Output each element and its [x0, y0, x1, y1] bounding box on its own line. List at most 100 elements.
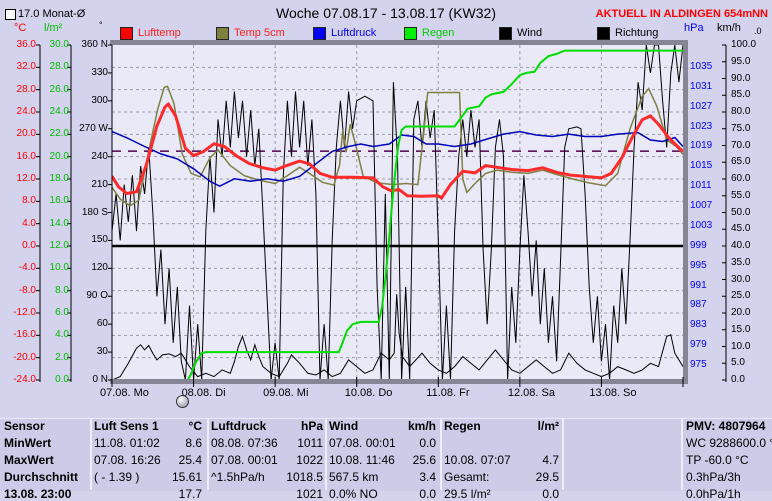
legend-label: Wind — [517, 27, 543, 39]
legend-item-lufttemp[interactable]: Lufttemp — [120, 26, 181, 40]
series-regen — [112, 49, 683, 381]
x-day-label: 09.08. Mi — [263, 387, 309, 399]
unit-pressure-label: hPa — [684, 22, 704, 34]
table-cell-druck-value: hPa — [300, 419, 323, 433]
x-day-label: 12.08. Sa — [507, 387, 555, 399]
table-cell-luft-value: 25.4 — [178, 453, 202, 467]
y-tick-wind: 90.0 — [731, 72, 751, 84]
y-tick-rain: 8.0 — [55, 284, 69, 296]
y-tick-wind: 75.0 — [731, 122, 751, 134]
y-tick-wind: 15.0 — [731, 323, 751, 335]
status-banner: AKTUELL IN ALDINGEN 654mNN — [595, 8, 768, 20]
y-tick-direction: 300 — [91, 94, 108, 106]
y-tick-temp: 8.0 — [22, 195, 36, 207]
table-cell-luft-value: 15.61 — [171, 470, 202, 484]
y-tick-temp: 28.0 — [16, 83, 36, 95]
table-cell-luft-text: 11.08. 01:02 — [94, 436, 160, 450]
series-luftdruck — [112, 130, 683, 188]
legend-item-temp-5cm[interactable]: Temp 5cm — [216, 26, 285, 40]
table-cell-druck-value: 1018.5 — [286, 470, 323, 484]
y-tick-temp: 32.0 — [16, 61, 36, 73]
table-cell-druck-text: Luftdruck — [211, 419, 267, 433]
x-day-label: 11.08. Fr — [426, 387, 470, 399]
y-tick-pressure: 1035 — [690, 61, 713, 72]
y-tick-temp: 16.0 — [16, 150, 36, 162]
y-tick-pressure: 987 — [690, 299, 707, 311]
table-cell-luft-text: Luft Sens 1 — [94, 419, 159, 433]
legend-item-richtung[interactable]: Richtung — [597, 26, 658, 40]
average-checkbox[interactable] — [5, 9, 16, 20]
y-tick-pressure: 975 — [690, 359, 707, 370]
table-column-separator — [325, 418, 327, 490]
y-tick-temp: -16.0 — [13, 329, 36, 341]
y-tick-temp: 24.0 — [16, 106, 36, 117]
y-tick-rain: 20.0 — [49, 150, 69, 162]
table-column-separator — [207, 418, 209, 490]
legend-label: Lufttemp — [138, 27, 181, 39]
y-tick-wind: 100.0 — [731, 39, 757, 50]
data-series — [112, 44, 683, 381]
legend-swatch — [597, 26, 610, 40]
y-tick-wind: 20.0 — [731, 307, 751, 318]
monthly-average-label: 17.0 Monat-Ø — [18, 8, 86, 20]
legend-item-wind[interactable]: Wind — [499, 26, 543, 40]
table-cell-regen-text: Gesamt: — [444, 470, 490, 484]
table-cell-regen-text: 10.08. 07:07 — [444, 453, 511, 467]
x-day-label: 13.08. So — [589, 387, 637, 399]
y-tick-rain: 2.0 — [55, 351, 69, 363]
y-tick-pressure: 1031 — [690, 80, 713, 92]
unit-direction-label: ° — [99, 20, 103, 30]
table-cell-regen-value: 4.7 — [542, 453, 559, 467]
table-cell-luft-text: 07.08. 16:26 — [94, 453, 161, 467]
y-tick-wind: 0.0 — [731, 374, 745, 385]
table-cell-druck-value: 1011 — [297, 436, 323, 450]
y-tick-rain: 16.0 — [49, 195, 69, 207]
table-cell-pmv: TP -60.0 °C — [686, 453, 749, 467]
table-cell-wind-value: 0.0 — [419, 436, 436, 450]
table-cell-luft-text: ( - 1.39 ) — [94, 470, 140, 484]
time-slider-thumb[interactable] — [176, 395, 189, 408]
legend-item-regen[interactable]: Regen — [404, 26, 454, 40]
y-tick-direction: 60 — [96, 318, 108, 330]
y-tick-pressure: 991 — [690, 279, 707, 291]
table-cell-wind-text: Wind — [329, 419, 359, 433]
y-tick-wind: 65.0 — [731, 156, 751, 168]
series-lufttemp — [112, 101, 683, 201]
y-tick-wind: 55.0 — [731, 189, 751, 201]
y-tick-rain: 18.0 — [49, 173, 69, 184]
y-tick-direction: 120 — [91, 262, 108, 274]
y-tick-direction: 0 N — [92, 374, 108, 385]
y-tick-pressure: 979 — [690, 339, 707, 351]
table-cell-wind-value: 3.4 — [419, 470, 436, 484]
table-cell-wind-value: 25.6 — [412, 453, 436, 467]
plot-border-bottom — [110, 379, 687, 384]
y-tick-temp: -20.0 — [13, 351, 36, 363]
y-tick-pressure: 1027 — [690, 100, 713, 112]
y-tick-pressure: 1023 — [690, 120, 713, 132]
y-tick-rain: 24.0 — [49, 106, 69, 117]
legend-label: Temp 5cm — [234, 27, 285, 39]
y-tick-pressure: 1007 — [690, 200, 713, 212]
unit-temp-label: °C — [14, 22, 27, 34]
y-tick-wind: 95.0 — [731, 55, 751, 67]
y-tick-temp: -4.0 — [18, 262, 36, 274]
y-tick-rain: 10.0 — [49, 262, 69, 274]
table-row-label: MaxWert — [4, 453, 54, 467]
legend-label: Luftdruck — [331, 27, 377, 39]
axis-lines — [36, 44, 727, 387]
y-tick-wind: 70.0 — [731, 139, 751, 151]
series-richtung — [112, 44, 683, 381]
table-row-label: MinWert — [4, 436, 52, 450]
legend-swatch — [313, 26, 326, 40]
y-tick-pressure: 983 — [690, 319, 707, 331]
y-tick-rain: 4.0 — [55, 329, 69, 341]
y-tick-rain: 26.0 — [49, 83, 69, 95]
unit-rain-label: l/m² — [44, 22, 63, 34]
spinner-fragment[interactable]: .0 — [754, 26, 762, 36]
y-tick-temp: 20.0 — [16, 128, 36, 140]
x-day-label: 07.08. Mo — [100, 387, 149, 399]
y-tick-rain: 12.0 — [49, 240, 69, 251]
y-tick-wind: 10.0 — [731, 340, 751, 352]
legend-item-luftdruck[interactable]: Luftdruck — [313, 26, 377, 40]
y-tick-wind: 30.0 — [731, 273, 751, 285]
